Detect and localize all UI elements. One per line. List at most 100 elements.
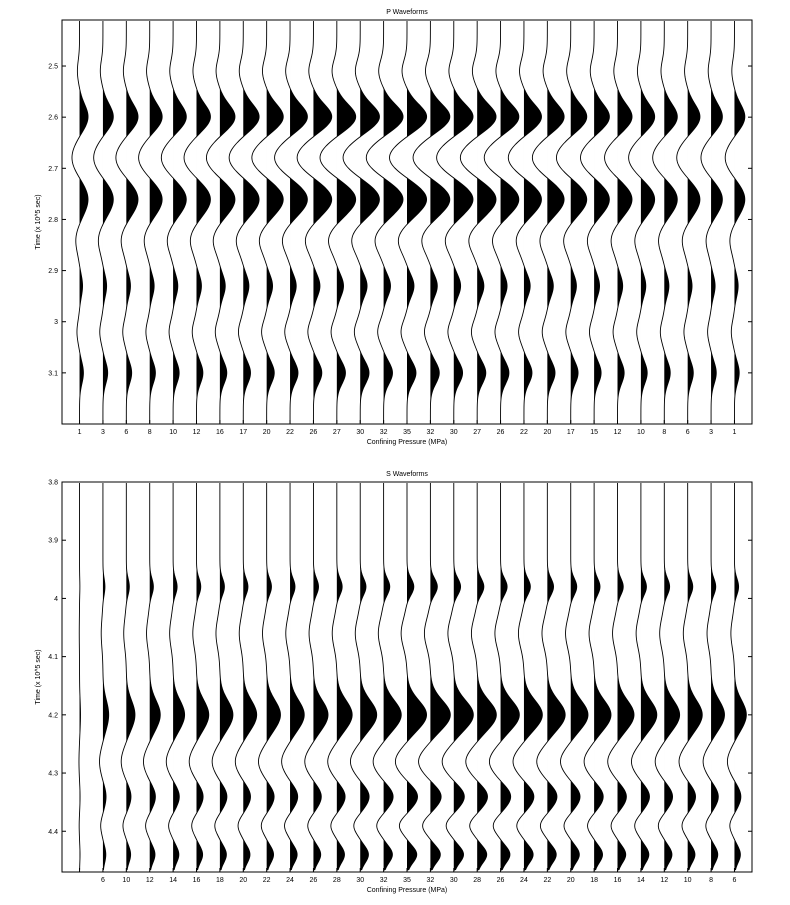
x-tick-label: 12 — [660, 877, 668, 884]
waveform-line — [628, 21, 656, 423]
waveform-fill — [313, 21, 332, 423]
waveform-line — [631, 483, 658, 871]
waveform-line — [78, 483, 81, 871]
x-tick-label: 32 — [380, 877, 388, 884]
x-axis-label: Confining Pressure (MPa) — [367, 887, 448, 894]
waveform-line — [234, 483, 258, 871]
waveform-fill — [617, 21, 633, 423]
waveform-line — [394, 483, 427, 871]
x-tick-label: 1 — [733, 429, 737, 436]
waveform-trace — [726, 483, 747, 871]
waveform-line — [412, 21, 451, 423]
waveform-trace — [702, 483, 725, 871]
waveform-fill — [383, 21, 404, 423]
waveform-line — [327, 483, 353, 871]
y-tick-label: 3.9 — [48, 538, 58, 545]
waveform-line — [71, 21, 89, 423]
x-tick-label: 18 — [216, 877, 224, 884]
waveform-trace — [71, 21, 89, 423]
waveform-line — [188, 483, 210, 871]
waveform-trace — [138, 21, 163, 423]
y-tick-label: 2.8 — [48, 217, 58, 224]
waveform-line — [143, 483, 161, 871]
waveform-trace — [676, 21, 701, 423]
x-tick-label: 8 — [148, 429, 152, 436]
x-tick-label: 22 — [543, 877, 551, 884]
waveform-line — [99, 483, 110, 871]
waveform-trace — [418, 483, 451, 871]
waveform-fill — [664, 21, 678, 423]
x-tick-label: 16 — [614, 877, 622, 884]
x-tick-label: 10 — [122, 877, 130, 884]
s-waveforms-chart: S Waveforms 3.8 3.9 4 4.1 4.2 4.3 4.4 Time (x 10… — [35, 471, 753, 894]
waveform-line — [349, 483, 378, 871]
x-tick-label: 20 — [239, 877, 247, 884]
waveform-trace — [327, 483, 353, 871]
waveform-line — [702, 483, 725, 871]
waveform-trace — [654, 483, 681, 871]
waveform-trace — [459, 21, 497, 423]
waveform-trace — [607, 483, 635, 871]
waveform-trace — [93, 21, 114, 423]
waveform-line — [296, 21, 333, 423]
waveform-line — [258, 483, 281, 871]
waveform-fill — [547, 21, 565, 423]
waveform-trace — [465, 483, 497, 871]
waveform-line — [304, 483, 329, 871]
waveform-trace — [372, 483, 402, 871]
waveform-line — [726, 483, 747, 871]
x-tick-label: 6 — [124, 429, 128, 436]
x-tick-label: 17 — [239, 429, 247, 436]
waveform-line — [536, 483, 566, 871]
y-tick-label: 4 — [54, 596, 58, 603]
waveform-fill — [173, 483, 185, 871]
waveform-trace — [342, 21, 380, 423]
waveform-fill — [290, 21, 308, 423]
x-tick-label: 14 — [169, 877, 177, 884]
waveform-fill — [547, 483, 566, 871]
waveform-line — [436, 21, 474, 423]
waveform-fill — [453, 483, 474, 871]
waveform-fill — [687, 483, 703, 871]
x-tick-label: 10 — [169, 429, 177, 436]
waveform-trace — [143, 483, 161, 871]
waveform-trace — [281, 483, 305, 871]
waveform-trace — [304, 483, 329, 871]
waveform-fill — [711, 483, 725, 871]
waveform-line — [654, 483, 681, 871]
y-tick-label: 3 — [54, 319, 58, 326]
waveform-line — [604, 21, 633, 423]
x-tick-label: 12 — [614, 429, 622, 436]
x-tick-label: 20 — [263, 429, 271, 436]
x-tick-label: 16 — [193, 877, 201, 884]
waveform-trace — [365, 21, 404, 423]
s-waveforms-panel: S Waveforms 3.8 3.9 4 4.1 4.2 4.3 4.4 Time (x 10… — [0, 460, 790, 900]
x-tick-label: 18 — [590, 877, 598, 884]
x-tick-label: 26 — [310, 877, 318, 884]
x-tick-label: 3 — [101, 429, 105, 436]
x-tick-label: 8 — [709, 877, 713, 884]
waveform-fill — [243, 483, 257, 871]
y-tick-label: 2.6 — [48, 115, 58, 122]
waveform-fill — [407, 483, 427, 871]
x-tick-label: 20 — [567, 877, 575, 884]
x-tick-label: 17 — [567, 429, 575, 436]
x-axis-label: Confining Pressure (MPa) — [367, 439, 448, 446]
waveform-trace — [560, 483, 589, 871]
waveform-trace — [580, 21, 610, 423]
y-tick-label: 2.9 — [48, 268, 58, 275]
waveform-trace — [165, 483, 186, 871]
x-tick-label: 10 — [684, 877, 692, 884]
waveform-trace — [78, 483, 81, 871]
x-tick-label: 22 — [263, 877, 271, 884]
waveform-fill — [196, 21, 211, 423]
x-tick-label: 26 — [497, 877, 505, 884]
y-tick-label: 2.7 — [48, 166, 58, 173]
x-tick-label: 14 — [637, 877, 645, 884]
waveform-line — [372, 483, 402, 871]
y-tick-label: 2.5 — [48, 64, 58, 71]
waveform-line — [342, 21, 380, 423]
waveform-line — [115, 21, 139, 423]
x-tick-label: 15 — [590, 429, 598, 436]
waveform-line — [120, 483, 136, 871]
